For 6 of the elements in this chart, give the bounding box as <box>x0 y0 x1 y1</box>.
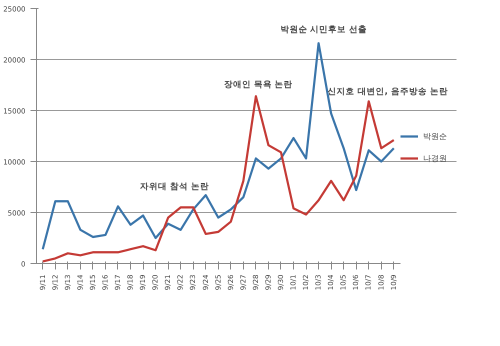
annotation: 박원순 시민후보 선출 <box>280 24 368 36</box>
annotation: 자위대 참석 논란 <box>140 182 210 192</box>
legend-label: 나경원 <box>423 152 447 164</box>
line-series <box>42 95 395 263</box>
annotation: 장애인 목욕 논란 <box>224 80 293 90</box>
legend-label: 박원순 <box>423 130 447 142</box>
